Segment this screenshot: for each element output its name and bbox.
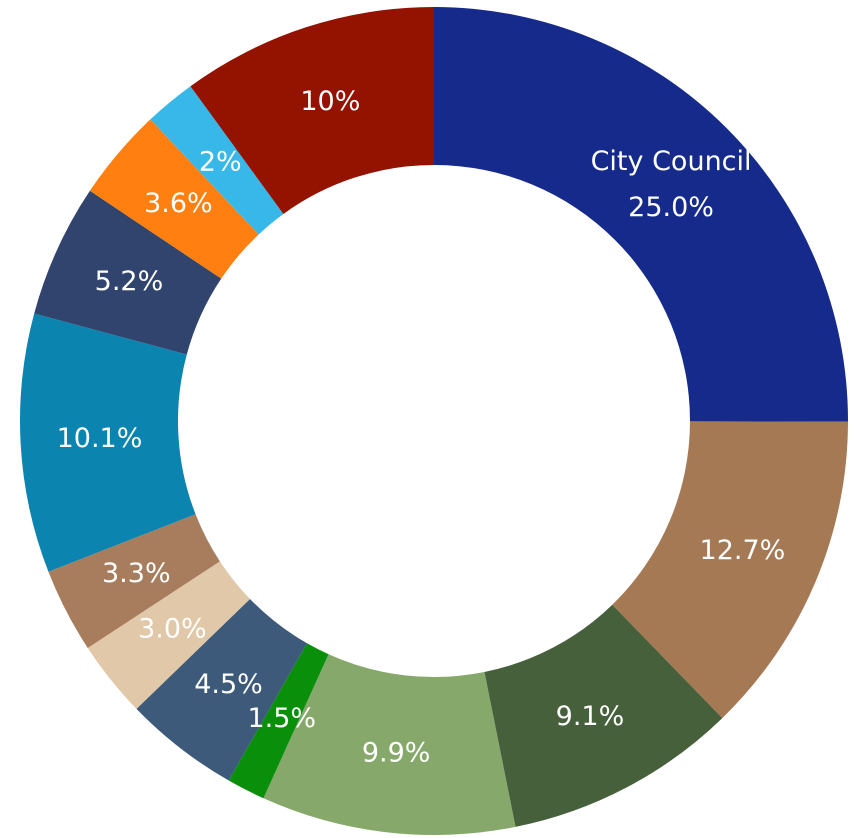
value-label: 3.6% <box>144 188 213 219</box>
donut-segment <box>87 561 251 709</box>
segment-label: City Council <box>591 146 752 177</box>
donut-segment <box>150 86 284 235</box>
donut-segment <box>89 119 259 279</box>
donut-segment <box>190 7 434 214</box>
value-label: 9.1% <box>556 701 625 732</box>
value-label: 5.2% <box>95 266 164 297</box>
value-label: 1.5% <box>247 703 316 734</box>
donut-segment <box>48 514 220 648</box>
value-label: 3.0% <box>138 614 207 645</box>
value-label: 2% <box>199 147 242 178</box>
value-label: 10% <box>300 86 360 117</box>
donut-segment <box>228 643 329 799</box>
value-label: 4.5% <box>194 669 263 700</box>
donut-segment <box>612 421 848 719</box>
donut-segment <box>136 599 308 781</box>
value-label: 9.9% <box>362 737 431 768</box>
donut-segment <box>263 654 516 835</box>
donut-segment <box>34 190 222 355</box>
value-label: 12.7% <box>700 535 786 566</box>
donut-segment <box>434 7 849 422</box>
value-label: 3.3% <box>102 558 171 589</box>
value-label: 10.1% <box>57 423 143 454</box>
donut-segment <box>19 313 196 572</box>
value-label: 25.0% <box>628 192 714 223</box>
donut-segment <box>484 604 723 827</box>
